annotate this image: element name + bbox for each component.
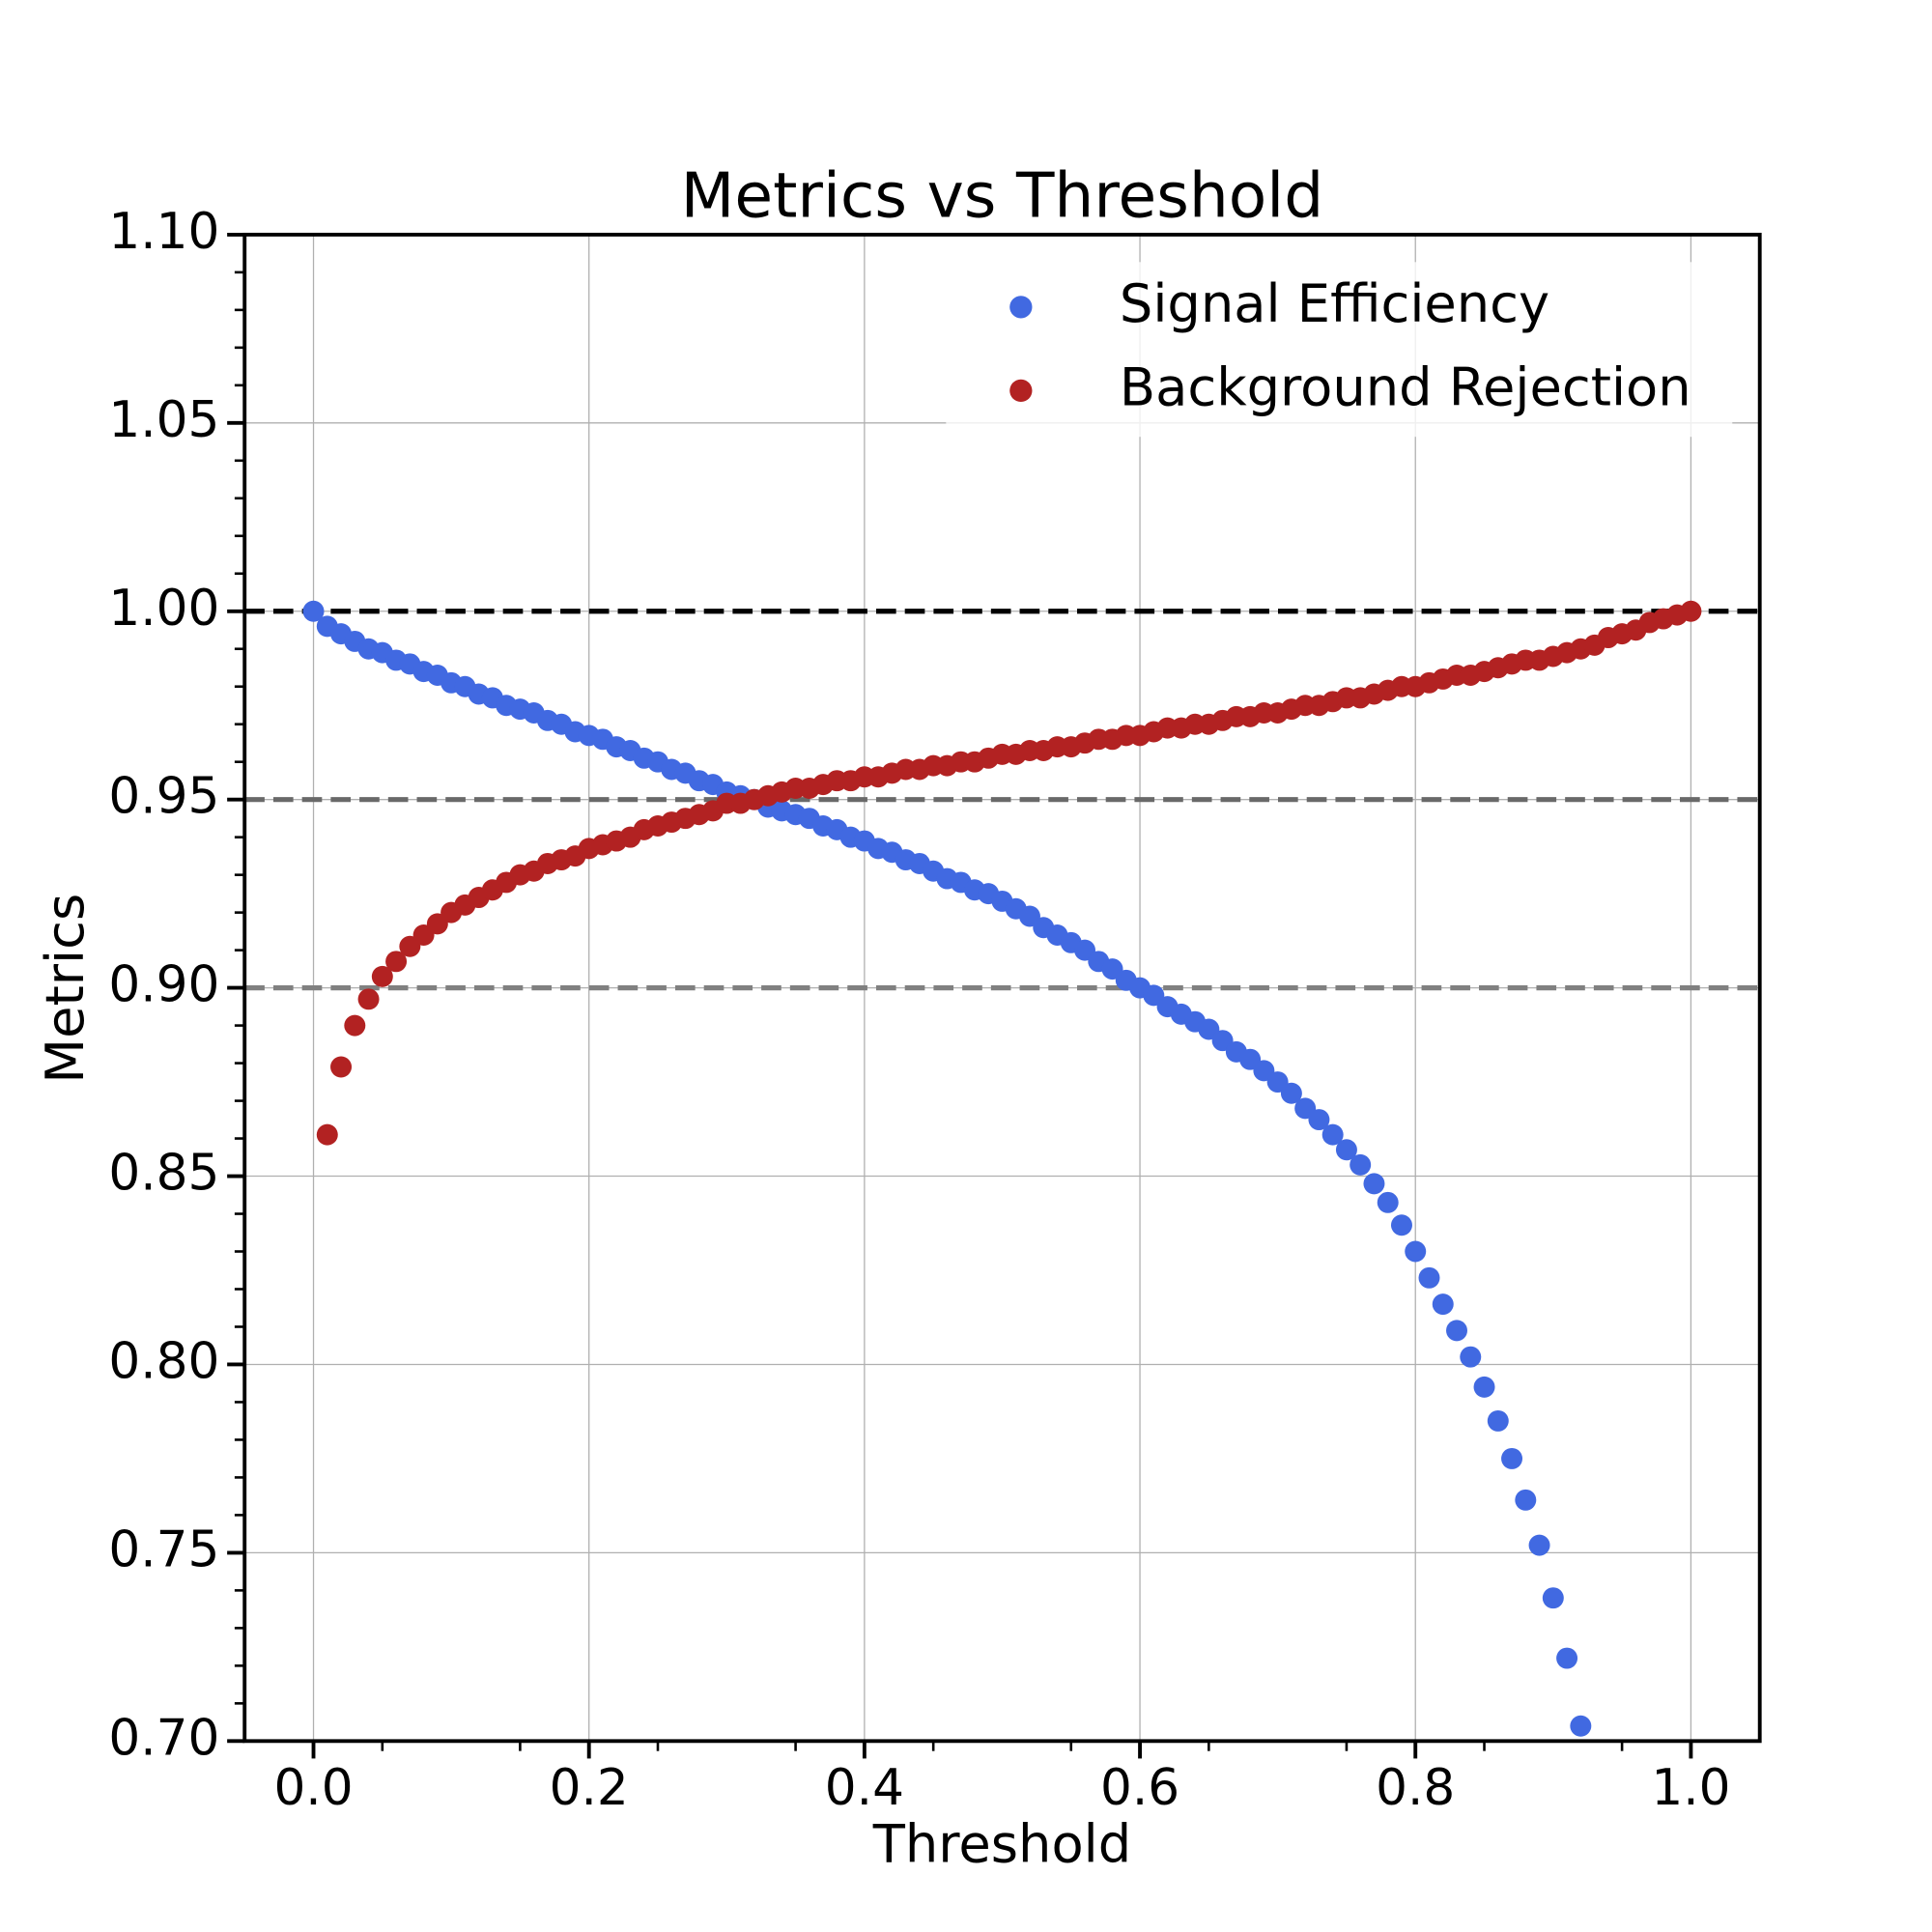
y-axis-label: Metrics xyxy=(35,894,96,1084)
data-point xyxy=(1515,1489,1537,1511)
data-point xyxy=(1501,1447,1523,1469)
x-tick-label: 1.0 xyxy=(1651,1759,1730,1817)
data-point xyxy=(1473,1376,1495,1398)
data-point xyxy=(330,1056,353,1078)
data-point xyxy=(1321,1123,1344,1146)
y-tick-label: 0.80 xyxy=(108,1332,219,1390)
data-point xyxy=(1487,1409,1509,1432)
y-tick-label: 0.70 xyxy=(108,1709,219,1767)
data-point xyxy=(1542,1587,1564,1609)
data-point xyxy=(1405,1240,1427,1263)
data-point xyxy=(344,1014,366,1037)
y-tick-label: 0.90 xyxy=(108,956,219,1014)
y-tick-label: 0.85 xyxy=(108,1145,219,1203)
legend-label: Signal Efficiency xyxy=(1120,273,1549,334)
x-tick-label: 0.6 xyxy=(1100,1759,1179,1817)
chart-title: Metrics vs Threshold xyxy=(681,159,1324,232)
plot-frame xyxy=(242,232,1762,1744)
x-tick-label: 0.2 xyxy=(550,1759,629,1817)
data-point xyxy=(1570,1715,1592,1737)
data-point xyxy=(1460,1346,1482,1368)
legend-box xyxy=(946,262,1733,438)
data-point xyxy=(1280,1082,1302,1104)
data-point xyxy=(316,1123,338,1146)
legend-label: Background Rejection xyxy=(1120,357,1691,418)
y-tick-label: 1.00 xyxy=(108,580,219,638)
x-axis-label: Threshold xyxy=(872,1813,1131,1874)
y-tick-label: 1.10 xyxy=(108,203,219,261)
data-point xyxy=(1418,1266,1440,1289)
data-point xyxy=(1432,1293,1454,1316)
x-tick-label: 0.8 xyxy=(1376,1759,1455,1817)
data-point xyxy=(1308,1109,1330,1131)
data-point xyxy=(1446,1320,1467,1342)
y-tick-label: 1.05 xyxy=(108,391,219,449)
data-point xyxy=(1335,1139,1357,1161)
data-point xyxy=(1377,1191,1399,1213)
data-point xyxy=(371,965,393,987)
data-point xyxy=(385,951,408,973)
x-tick-label: 0.0 xyxy=(273,1759,353,1817)
data-point xyxy=(1390,1214,1412,1236)
y-tick-label: 0.75 xyxy=(108,1520,219,1578)
legend-marker xyxy=(1009,379,1033,403)
data-point xyxy=(1350,1153,1372,1176)
y-tick-label: 0.95 xyxy=(108,768,219,826)
data-point xyxy=(1680,600,1702,622)
x-tick-label: 0.4 xyxy=(825,1759,904,1817)
legend-marker xyxy=(1009,296,1033,319)
data-point xyxy=(1556,1647,1578,1669)
data-point xyxy=(357,988,380,1010)
data-point xyxy=(1528,1534,1550,1556)
data-point xyxy=(1363,1173,1385,1195)
data-point xyxy=(302,600,325,622)
